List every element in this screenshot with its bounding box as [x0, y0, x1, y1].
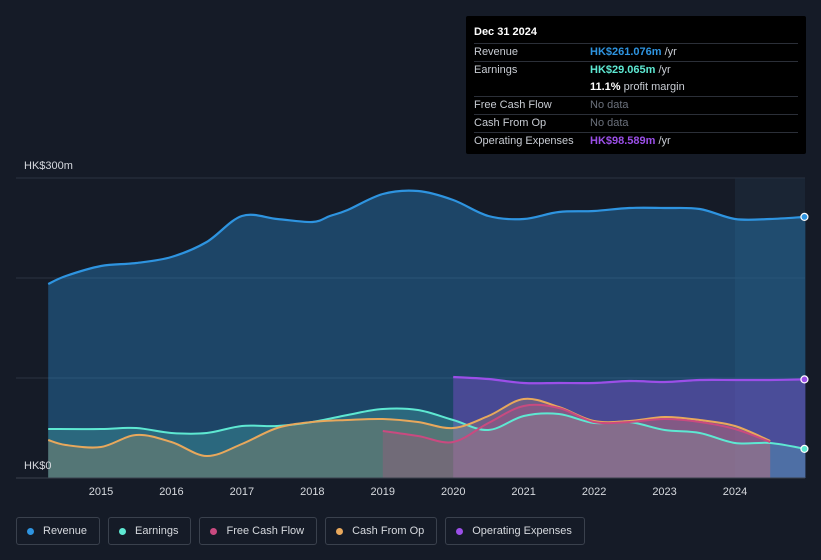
legend-item-cash-from-op[interactable]: Cash From Op — [325, 517, 438, 545]
area-earnings — [48, 408, 806, 478]
legend-dot-icon — [27, 527, 34, 535]
legend-item-free-cash-flow[interactable]: Free Cash Flow — [199, 517, 318, 545]
tooltip-label: Earnings — [474, 64, 518, 76]
x-tick-2016: 2016 — [159, 486, 183, 498]
legend-dot-icon — [456, 527, 464, 535]
x-tick-2019: 2019 — [371, 486, 395, 498]
x-tick-2017: 2017 — [230, 486, 254, 498]
tooltip-value: 11.1% — [590, 81, 621, 93]
tooltip-row-operating-expenses: Operating Expenses HK$98.589m/yr — [474, 132, 798, 150]
end-marker-revenue — [800, 212, 809, 221]
tooltip-unit: profit margin — [623, 81, 685, 93]
legend-label: Free Cash Flow — [226, 525, 305, 537]
line-cash-from-op — [47, 397, 771, 458]
line-earnings — [48, 407, 806, 450]
legend-label: Revenue — [43, 525, 88, 537]
chart-legend: Revenue Earnings Free Cash Flow Cash From O… — [16, 517, 593, 545]
tooltip-row-cash-from-op: Cash From Op No data — [474, 114, 798, 132]
forecast-shade — [735, 178, 805, 478]
area-free-cash-flow — [382, 404, 771, 478]
tooltip-value: HK$98.589m — [590, 135, 656, 147]
legend-item-operating-expenses[interactable]: Operating Expenses — [445, 517, 585, 545]
legend-item-revenue[interactable]: Revenue — [16, 517, 101, 545]
tooltip-label: Operating Expenses — [474, 135, 574, 147]
tooltip-label — [474, 79, 590, 96]
legend-dot-icon — [336, 527, 344, 535]
tooltip-unit: /yr — [658, 64, 671, 76]
x-tick-2023: 2023 — [652, 486, 676, 498]
area-revenue — [48, 190, 806, 478]
end-marker-earnings — [800, 444, 809, 453]
x-tick-2021: 2021 — [511, 486, 535, 498]
tooltip-value: No data — [590, 99, 629, 111]
x-tick-2015: 2015 — [89, 486, 113, 498]
y-axis-top-label: HK$300m — [24, 160, 73, 172]
x-tick-2022: 2022 — [582, 486, 606, 498]
tooltip-value: HK$261.076m — [590, 46, 662, 58]
x-tick-2018: 2018 — [300, 486, 324, 498]
tooltip-row-revenue: Revenue HK$261.076m/yr — [474, 43, 798, 61]
legend-item-earnings[interactable]: Earnings — [108, 517, 192, 545]
legend-dot-icon — [210, 527, 218, 535]
tooltip-label: Cash From Op — [474, 117, 547, 129]
area-operating-expenses — [453, 377, 806, 478]
legend-dot-icon — [119, 527, 127, 535]
legend-label: Earnings — [135, 525, 179, 537]
area-cash-from-op — [48, 398, 771, 478]
x-tick-2024: 2024 — [723, 486, 747, 498]
line-free-cash-flow — [382, 403, 771, 444]
tooltip-row-earnings: Earnings HK$29.065m/yr — [474, 61, 798, 79]
tooltip-date: Dec 31 2024 — [474, 26, 537, 38]
end-marker-operating-expenses — [800, 375, 809, 384]
data-tooltip: Dec 31 2024 Revenue HK$261.076m/yr Earning… — [466, 16, 806, 154]
tooltip-label: Free Cash Flow — [474, 99, 552, 111]
legend-label: Cash From Op — [352, 525, 425, 537]
line-revenue — [47, 189, 806, 286]
x-tick-2020: 2020 — [441, 486, 465, 498]
tooltip-row-free-cash-flow: Free Cash Flow No data — [474, 96, 798, 114]
tooltip-row-profit-margin: 11.1% profit margin — [474, 79, 798, 96]
legend-label: Operating Expenses — [472, 525, 572, 537]
y-axis-bottom-label: HK$0 — [24, 460, 52, 472]
tooltip-unit: /yr — [664, 46, 677, 58]
tooltip-value: No data — [590, 117, 629, 129]
tooltip-label: Revenue — [474, 46, 519, 58]
line-operating-expenses — [453, 375, 806, 385]
tooltip-value: HK$29.065m — [590, 64, 656, 76]
tooltip-unit: /yr — [658, 135, 671, 147]
